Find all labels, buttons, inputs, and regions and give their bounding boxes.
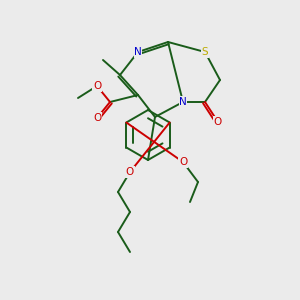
Text: N: N bbox=[179, 97, 187, 107]
Text: S: S bbox=[202, 47, 208, 57]
Text: N: N bbox=[134, 47, 142, 57]
Text: O: O bbox=[179, 157, 187, 167]
Text: O: O bbox=[214, 117, 222, 127]
Text: O: O bbox=[93, 113, 101, 123]
Text: O: O bbox=[93, 81, 101, 91]
Text: O: O bbox=[126, 167, 134, 177]
